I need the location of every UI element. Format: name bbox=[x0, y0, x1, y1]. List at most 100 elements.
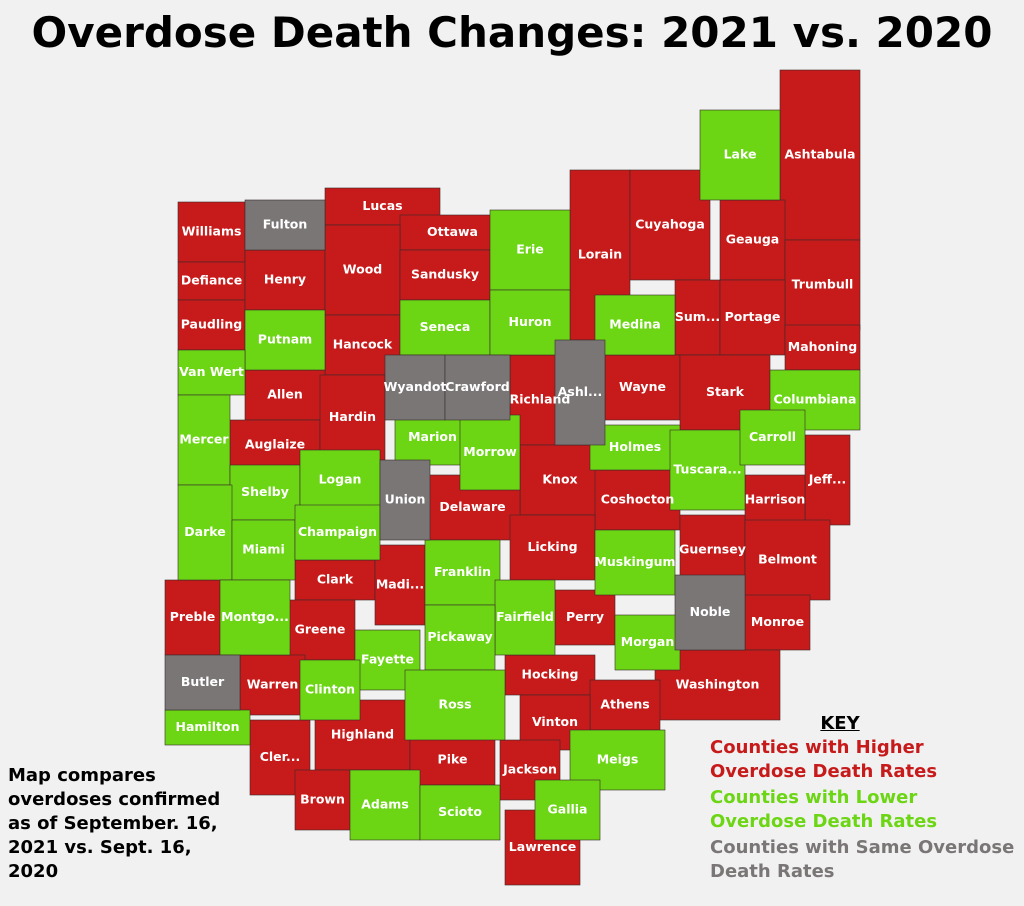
county-label: Washington bbox=[676, 677, 760, 692]
county-label: Sandusky bbox=[411, 267, 479, 282]
county bbox=[177, 261, 246, 301]
county bbox=[674, 279, 721, 356]
county bbox=[784, 324, 861, 371]
county bbox=[804, 434, 851, 526]
county-label: Athens bbox=[600, 697, 649, 712]
county-label: Adams bbox=[361, 797, 409, 812]
county bbox=[177, 349, 246, 396]
county bbox=[784, 239, 861, 331]
county-label: Guernsey bbox=[679, 542, 746, 557]
county-label: Logan bbox=[319, 472, 362, 487]
county bbox=[719, 279, 786, 356]
county bbox=[554, 339, 606, 446]
county bbox=[594, 529, 676, 596]
county bbox=[399, 299, 491, 356]
title: Overdose Death Changes: 2021 vs. 2020 bbox=[31, 8, 993, 57]
county bbox=[324, 224, 401, 316]
county-label: Champaign bbox=[298, 524, 377, 539]
county bbox=[294, 504, 381, 561]
county-label: Scioto bbox=[438, 804, 482, 819]
county-label: Tuscara... bbox=[673, 462, 741, 477]
county-label: Jeff... bbox=[808, 472, 847, 487]
county-label: Auglaize bbox=[245, 437, 305, 452]
county-label: Morgan bbox=[621, 634, 674, 649]
county-label: Hamilton bbox=[176, 719, 240, 734]
county bbox=[744, 474, 806, 526]
county-label: Franklin bbox=[434, 564, 491, 579]
county bbox=[379, 459, 431, 541]
county-label: Meigs bbox=[597, 752, 639, 767]
county bbox=[164, 579, 221, 656]
county bbox=[534, 779, 601, 841]
county-label: Hardin bbox=[329, 409, 376, 424]
county-label: Richland bbox=[510, 392, 571, 407]
county-label: Fayette bbox=[361, 652, 414, 667]
county-label: Pickaway bbox=[427, 629, 492, 644]
county bbox=[674, 574, 746, 651]
county-label: Cler... bbox=[260, 749, 301, 764]
key-item: Counties with Lower Overdose Death Rates bbox=[710, 786, 938, 832]
county bbox=[399, 249, 491, 301]
county bbox=[459, 414, 521, 491]
county-label: Union bbox=[385, 492, 426, 507]
county-label: Hocking bbox=[522, 667, 579, 682]
county bbox=[299, 449, 381, 511]
county bbox=[299, 659, 361, 721]
county bbox=[444, 354, 511, 421]
county-label: Wyandot bbox=[384, 379, 447, 394]
county-label: Allen bbox=[267, 387, 303, 402]
county-label: Butler bbox=[181, 674, 225, 689]
county bbox=[244, 309, 326, 371]
key-item: Counties with Higher Overdose Death Rate… bbox=[710, 736, 938, 782]
county-label: Harrison bbox=[745, 492, 805, 507]
county-label: Fairfield bbox=[496, 609, 554, 624]
county-label: Columbiana bbox=[774, 392, 857, 407]
county-label: Huron bbox=[508, 314, 551, 329]
county bbox=[244, 249, 326, 311]
county-label: Jackson bbox=[502, 762, 557, 777]
county bbox=[509, 514, 596, 581]
key: KEY Counties with Higher Overdose Death … bbox=[710, 712, 1015, 886]
county-label: Mercer bbox=[179, 432, 229, 447]
county bbox=[229, 464, 301, 521]
county-label: Lucas bbox=[362, 198, 402, 213]
county bbox=[589, 679, 661, 731]
county-label: Carroll bbox=[749, 429, 796, 444]
county-label: Hancock bbox=[333, 337, 393, 352]
county-label: Pike bbox=[438, 752, 468, 767]
county-label: Seneca bbox=[420, 319, 471, 334]
county-label: Montgo... bbox=[221, 609, 289, 624]
county-label: Preble bbox=[170, 609, 216, 624]
county-label: Delaware bbox=[439, 499, 505, 514]
county-label: Sum... bbox=[675, 309, 720, 324]
county-label: Geauga bbox=[726, 232, 779, 247]
county bbox=[244, 199, 326, 251]
county-label: Brown bbox=[300, 792, 345, 807]
county bbox=[419, 784, 501, 841]
county bbox=[669, 429, 746, 511]
county-label: Cuyahoga bbox=[635, 217, 705, 232]
county-label: Henry bbox=[264, 272, 306, 287]
county-label: Van Wert bbox=[179, 364, 244, 379]
county bbox=[404, 669, 506, 741]
key-item: Counties with Same Overdose Death Rates bbox=[710, 836, 1015, 882]
county-label: Gallia bbox=[548, 802, 588, 817]
county-label: Trumbull bbox=[792, 277, 854, 292]
county bbox=[739, 409, 806, 466]
county-label: Clinton bbox=[305, 682, 355, 697]
county-label: Ottawa bbox=[427, 224, 478, 239]
county-label: Miami bbox=[242, 542, 284, 557]
county-label: Knox bbox=[542, 472, 577, 487]
county bbox=[699, 109, 781, 201]
county bbox=[164, 709, 251, 746]
county bbox=[604, 354, 681, 421]
county-label: Perry bbox=[566, 609, 604, 624]
county-label: Muskingum bbox=[594, 554, 675, 569]
county bbox=[177, 299, 246, 351]
county bbox=[284, 599, 356, 661]
county bbox=[629, 169, 711, 281]
county-label: Fulton bbox=[263, 217, 308, 232]
county-label: Ross bbox=[438, 697, 471, 712]
